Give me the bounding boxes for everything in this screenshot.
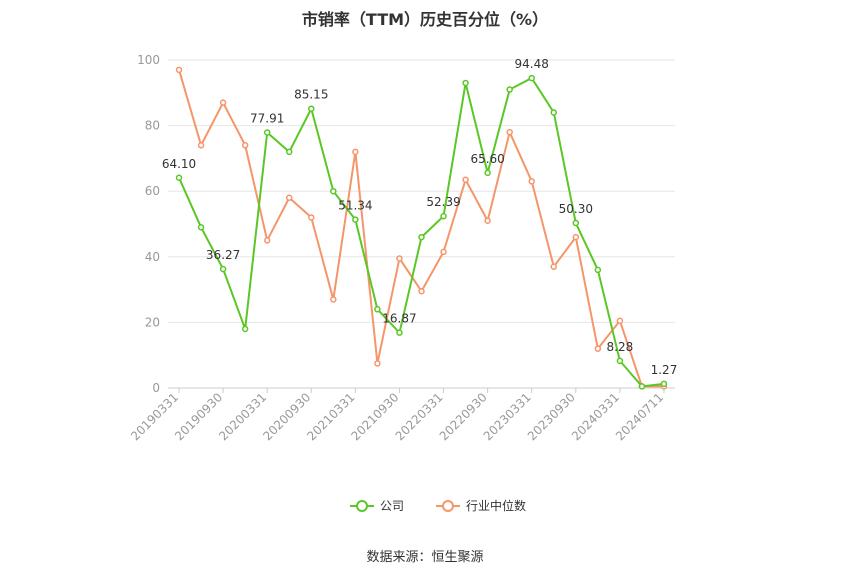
data-point [396,329,403,336]
data-point [308,214,315,221]
y-tick-label: 80 [145,119,160,133]
data-label: 52.39 [426,195,460,209]
data-label: 65.60 [470,152,504,166]
data-point [241,325,249,333]
x-tick-label: 20240711 [613,390,666,443]
data-point [506,128,513,136]
legend-label: 行业中位数 [466,498,526,513]
data-point [219,99,227,106]
data-point [197,142,205,149]
data-label: 36.27 [206,248,240,262]
data-point [594,266,602,274]
data-point [263,237,271,244]
data-point [352,148,359,156]
data-point [396,255,403,262]
data-point [572,233,580,241]
data-point [484,169,491,177]
data-point [285,194,293,202]
legend-label: 公司 [380,499,404,513]
data-point [374,306,381,313]
data-label: 94.48 [515,57,549,71]
data-label: 1.27 [651,363,678,377]
data-point [330,187,337,195]
data-label: 85.15 [294,88,328,102]
data-point [352,216,359,223]
data-point [175,174,183,182]
data-point [175,66,183,74]
data-point [219,265,227,273]
data-point [440,248,447,256]
data-point [528,74,535,82]
data-point [484,217,491,224]
data-point [616,357,624,365]
data-point [418,287,425,295]
data-label: 16.87 [382,312,416,326]
data-point [330,296,337,303]
data-point [550,109,558,116]
data-source: 数据来源：恒生聚源 [366,550,484,565]
data-point [572,219,580,227]
data-point [285,148,293,156]
data-point [660,380,668,388]
y-tick-label: 60 [145,184,160,198]
y-tick-label: 0 [152,381,160,395]
data-label: 77.91 [250,111,284,125]
data-point [506,86,513,93]
data-point [550,263,558,270]
data-point [528,178,535,185]
legend-marker [442,500,454,512]
y-tick-label: 40 [145,250,160,264]
data-label: 8.28 [607,340,634,354]
data-point [308,105,315,112]
data-point [638,383,646,390]
data-point [594,345,602,352]
data-point [374,360,381,367]
data-point [197,224,205,231]
data-label: 51.34 [338,199,372,213]
data-point [440,212,447,220]
data-point [616,317,624,325]
data-point [462,176,469,183]
data-point [241,142,249,149]
data-point [418,233,425,241]
y-tick-label: 20 [145,315,160,329]
data-label: 50.30 [559,202,593,216]
legend-marker [356,500,368,512]
y-tick-label: 100 [137,53,160,67]
chart-title: 市销率（TTM）历史百分位（%） [301,10,549,29]
data-point [263,129,271,136]
data-label: 64.10 [162,157,196,171]
data-point [462,79,469,87]
